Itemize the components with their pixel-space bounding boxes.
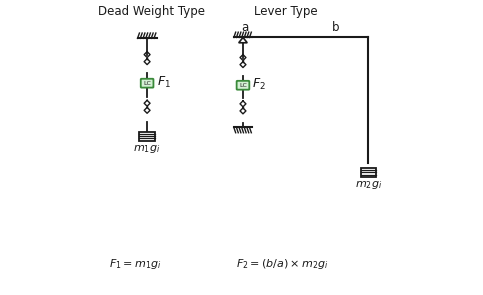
Text: $F_2= (b/a) \times m_2g_i$: $F_2= (b/a) \times m_2g_i$ [236,257,328,271]
Text: $F_2$: $F_2$ [252,77,266,92]
Text: $m_1g_i$: $m_1g_i$ [133,143,161,155]
Text: LC: LC [239,83,247,88]
Text: a: a [241,21,248,34]
FancyBboxPatch shape [237,81,249,90]
Bar [140,132,155,141]
Text: $F_1 = m_1g_i$: $F_1 = m_1g_i$ [109,257,161,271]
Text: $m_2g_i$: $m_2g_i$ [355,179,382,191]
Text: Lever Type: Lever Type [254,5,317,18]
Text: LC: LC [143,81,151,86]
Text: Dead Weight Type: Dead Weight Type [99,5,205,18]
Text: b: b [331,21,339,34]
Bar [361,168,376,177]
Text: $F_1$: $F_1$ [156,75,170,90]
FancyBboxPatch shape [141,79,154,88]
